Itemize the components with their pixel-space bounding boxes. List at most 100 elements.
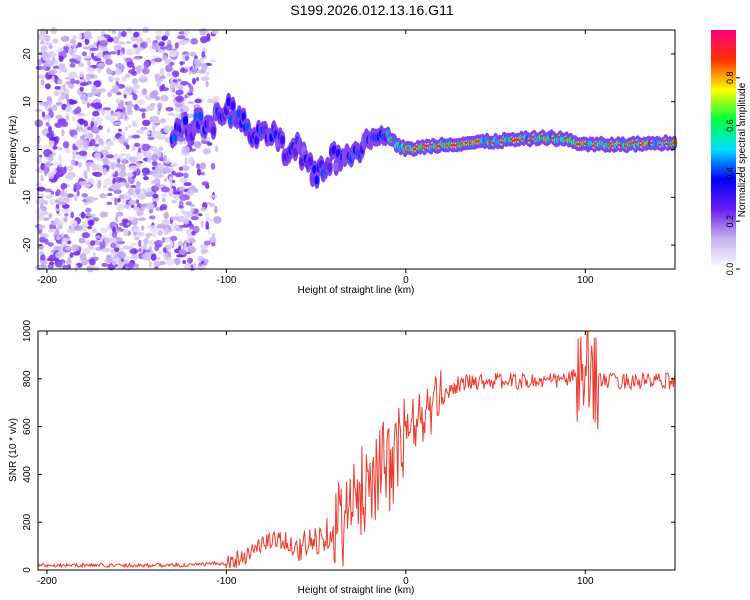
spectrogram-cell (55, 114, 63, 120)
spectrogram-cell (52, 38, 59, 44)
spectrogram-cell (72, 143, 76, 152)
spectrogram-cell (52, 161, 58, 167)
spectrogram-cell (123, 228, 129, 237)
spectrogram-cell (187, 156, 195, 165)
spectrogram-cell (149, 91, 158, 99)
spectrogram-cell (86, 66, 94, 71)
spectrogram-cell (132, 93, 138, 101)
spectrogram-cell (213, 205, 218, 214)
spectrogram-cell (166, 258, 175, 266)
spectrogram-cell (82, 183, 91, 188)
spectrogram-cell (157, 250, 163, 255)
spectrogram-cell (168, 176, 173, 184)
spectrogram-cell (45, 83, 51, 90)
spectrogram-cell (212, 232, 215, 239)
spectrogram-cell (63, 165, 67, 174)
spectrogram-cell (50, 228, 57, 232)
spectrogram-cell (164, 239, 172, 243)
spectrogram-cell (48, 125, 52, 133)
spectrogram-cell (162, 154, 167, 161)
spectrogram-cell (170, 235, 178, 242)
spectrogram-cell (169, 83, 175, 92)
spectrogram-cell (97, 88, 107, 93)
spectrogram-cell (211, 96, 220, 103)
spectrogram-cell (47, 242, 54, 247)
spectrogram-cell (141, 143, 151, 152)
spectrogram-y-tick-label: 10 (22, 96, 33, 108)
spectrogram-cell (183, 182, 192, 187)
spectrogram-cell (140, 225, 145, 231)
spectrogram-cell (73, 134, 78, 140)
spectrogram-cell (190, 216, 199, 221)
spectrogram-cell (153, 178, 160, 184)
spectrogram-cell (297, 141, 303, 151)
spectrogram-cell (142, 67, 150, 75)
spectrogram-cell (48, 254, 57, 262)
spectrogram-cell (84, 96, 89, 102)
spectrogram-cell (187, 92, 194, 96)
spectrogram-cell (39, 251, 45, 255)
spectrogram-cell (102, 167, 108, 176)
spectrogram-cell (180, 67, 185, 72)
spectrogram-cell (152, 166, 156, 171)
spectrogram-cell (201, 63, 208, 72)
spectrogram-cell (113, 121, 122, 126)
spectrogram-cell (151, 42, 159, 50)
spectrogram-cell (165, 43, 173, 51)
spectrogram-cell (88, 92, 94, 97)
spectrogram-cell (57, 212, 62, 216)
spectrogram-cell (209, 58, 217, 63)
spectrogram-cell (146, 202, 155, 210)
spectrogram-cell (81, 145, 90, 151)
spectrogram-cell (59, 85, 64, 91)
spectrogram-cell (671, 141, 678, 145)
spectrogram-cell (36, 186, 46, 192)
spectrogram-cell (125, 256, 131, 260)
spectrogram-cell (92, 252, 97, 258)
spectrogram-cell (48, 213, 52, 219)
spectrogram-cell (113, 189, 122, 194)
spectrogram-cell (172, 70, 180, 78)
snr-series-line (37, 330, 676, 569)
spectrogram-cell (183, 116, 188, 126)
spectrogram-cell (133, 44, 138, 48)
spectrogram-cell (111, 30, 117, 35)
spectrogram-cell (147, 136, 155, 141)
spectrogram-cell (120, 30, 127, 38)
snr-frame (37, 330, 676, 571)
spectrogram-cell (89, 47, 99, 52)
spectrogram-cell (226, 97, 232, 107)
spectrogram-cell (39, 233, 49, 238)
spectrogram-cell (42, 217, 50, 221)
spectrogram-x-tick-label: -200 (37, 275, 57, 286)
spectrogram-cell (194, 98, 202, 104)
spectrogram-cell (94, 58, 102, 62)
spectrogram-cell (142, 172, 148, 177)
spectrogram-cell (173, 191, 181, 195)
spectrogram-cell (327, 162, 333, 172)
spectrogram-cell (157, 229, 164, 236)
spectrogram-cell (114, 176, 124, 183)
spectrogram-x-tick-label: 0 (403, 275, 409, 286)
spectrogram-cell (70, 211, 75, 219)
spectrogram-cell (99, 244, 106, 250)
spectrogram-x-tick-label: -100 (216, 275, 236, 286)
spectrogram-cell (71, 115, 75, 122)
spectrogram-cell (103, 178, 113, 186)
spectrogram-cell (151, 231, 157, 238)
spectrogram-cell (93, 146, 98, 152)
spectrogram-cell (56, 166, 66, 173)
spectrogram-cell (189, 51, 197, 57)
spectrogram-cell (177, 240, 183, 248)
spectrogram-cell (140, 126, 148, 131)
spectrogram-cell (118, 41, 126, 45)
spectrogram-cell (125, 73, 131, 79)
spectrogram-cell (177, 35, 186, 40)
spectrogram-cell (136, 106, 141, 111)
spectrogram-cell (138, 217, 147, 221)
spectrogram-cell (55, 189, 61, 196)
spectrogram-cell (59, 216, 65, 224)
colorbar-ticks: 0.0 0.2 0.4 0.6 0.8 (725, 72, 740, 275)
spectrogram-cell (44, 42, 53, 46)
spectrogram-cell (53, 232, 59, 238)
